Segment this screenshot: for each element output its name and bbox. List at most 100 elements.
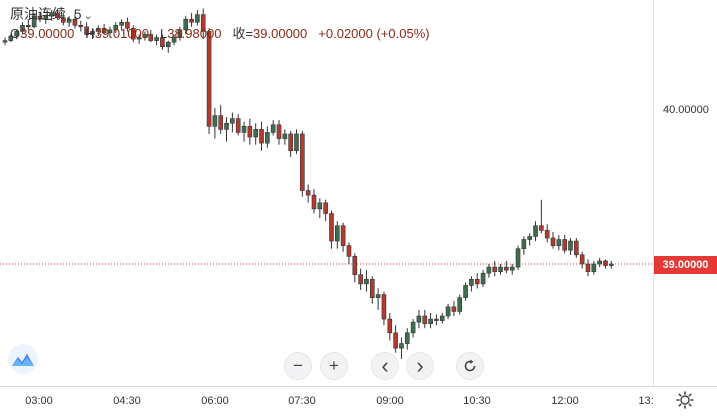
candle	[235, 114, 241, 136]
candle	[329, 210, 334, 249]
scroll-right-button[interactable]: ›	[406, 352, 434, 380]
candle	[597, 257, 602, 268]
candle	[428, 312, 433, 329]
candle	[335, 221, 340, 249]
candle	[609, 260, 614, 269]
candle-body-up	[8, 35, 14, 41]
candle	[486, 264, 492, 278]
candle	[113, 22, 119, 33]
candle	[603, 259, 608, 269]
candle-body-up	[177, 29, 183, 38]
symbol-separator: ,	[66, 6, 74, 22]
candle-body-down	[358, 274, 363, 285]
candle	[165, 40, 171, 53]
candle-body-down	[451, 306, 457, 312]
candle	[550, 231, 556, 249]
candle-body-down	[218, 115, 224, 130]
candle-body-up	[171, 37, 177, 43]
candle-body-up	[469, 278, 474, 286]
candle	[31, 13, 37, 29]
low-value: L38.98000	[159, 26, 222, 41]
scroll-left-button[interactable]: ‹	[371, 352, 399, 380]
candle	[305, 184, 311, 203]
price-axis-border	[653, 0, 654, 386]
candle-body-up	[107, 29, 113, 34]
candle-body-up	[375, 294, 381, 298]
candle-body-down	[387, 318, 393, 334]
time-tick-label: 09:00	[376, 395, 404, 407]
candle-body-down	[160, 37, 165, 48]
candle	[20, 22, 25, 35]
candle-body-up	[265, 132, 270, 144]
tradingview-logo-icon[interactable]	[8, 344, 38, 374]
candle	[509, 264, 515, 275]
candle-body-down	[206, 31, 212, 127]
candle-body-down	[84, 26, 89, 35]
candle-body-up	[591, 263, 597, 272]
high-value: H39.01000	[85, 26, 149, 41]
candle	[381, 291, 387, 326]
symbol-name[interactable]: 原油连续	[10, 7, 66, 23]
zoom-in-button[interactable]: +	[320, 352, 348, 380]
candle	[527, 233, 533, 246]
candle	[463, 282, 468, 301]
candle	[171, 34, 177, 46]
candle	[241, 121, 247, 142]
candle-body-up	[212, 115, 218, 127]
candle-body-up	[439, 315, 445, 321]
candle	[218, 104, 224, 134]
candle-body-down	[579, 254, 585, 265]
candle-body-up	[521, 239, 527, 250]
candle-body-down	[323, 202, 328, 214]
candle	[148, 29, 154, 43]
candle	[556, 234, 562, 251]
candle	[416, 309, 422, 329]
candle	[154, 34, 159, 46]
candle-body-up	[165, 41, 171, 48]
candle	[43, 14, 49, 24]
candle-body-down	[235, 118, 241, 133]
chart-legend: 原油连续, 5 ⌄ O39.00000 H39.01000 L38.98000 收=39…	[10, 4, 441, 44]
symbol-row[interactable]: 原油连续, 5 ⌄	[10, 4, 441, 24]
candlestick-plot[interactable]	[0, 0, 653, 386]
zoom-out-button[interactable]: −	[284, 352, 312, 380]
candle	[387, 312, 393, 341]
interval-label[interactable]: 5	[73, 6, 82, 22]
candle	[224, 117, 229, 142]
close-value: 收=39.00000	[232, 26, 308, 41]
close-label: 收=	[232, 26, 254, 41]
candle	[521, 236, 527, 255]
candle	[189, 13, 194, 27]
candle-body-down	[603, 260, 608, 266]
reset-chart-button[interactable]	[456, 352, 484, 380]
candle-body-up	[428, 318, 433, 324]
gear-icon[interactable]	[675, 390, 695, 410]
candle	[276, 120, 282, 145]
candle-body-up	[154, 37, 159, 41]
candle	[195, 10, 200, 26]
candle-body-up	[183, 18, 189, 31]
candle-body-up	[597, 260, 602, 265]
candle-body-down	[276, 124, 282, 139]
candle	[533, 221, 538, 242]
candle-body-up	[410, 321, 416, 334]
open-label: O	[10, 26, 21, 41]
chevron-down-icon[interactable]: ⌄	[83, 10, 93, 22]
candle-body-up	[609, 263, 614, 266]
candle-body-up	[568, 240, 573, 251]
candle	[591, 260, 597, 275]
candle	[8, 34, 14, 43]
candle	[574, 237, 579, 258]
time-tick-label: 12:00	[551, 395, 579, 407]
candle-body-up	[14, 31, 19, 37]
candle-body-down	[574, 240, 579, 256]
candle-body-down	[585, 263, 591, 272]
candle-body-up	[509, 266, 515, 271]
candle-body-down	[562, 239, 567, 251]
candle	[183, 16, 189, 35]
candle	[136, 34, 142, 44]
candle	[101, 23, 107, 35]
candle	[364, 270, 369, 292]
candle-body-down	[200, 14, 206, 32]
